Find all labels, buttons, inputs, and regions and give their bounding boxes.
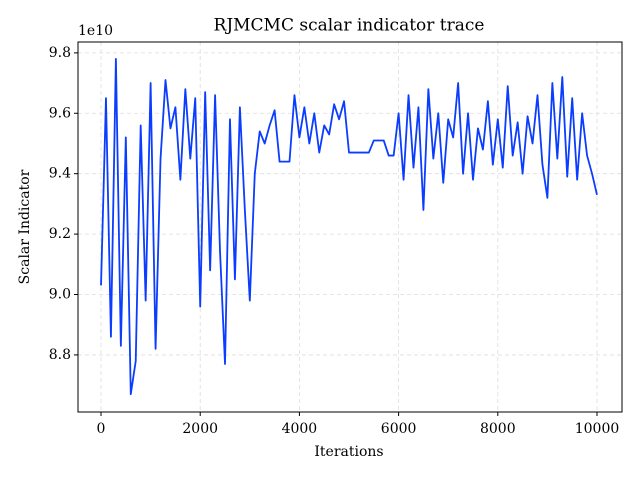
offset-label: 1e10 <box>78 23 113 39</box>
y-tick-label: 9.8 <box>49 45 71 61</box>
y-tick-label: 9.6 <box>49 105 71 121</box>
trace-line <box>100 58 598 396</box>
x-tick-label: 10000 <box>575 421 620 437</box>
y-tick-label: 9.4 <box>49 166 71 182</box>
x-tick-label: 4000 <box>282 421 318 437</box>
x-tick-label: 8000 <box>480 421 516 437</box>
x-tick-label: 0 <box>97 421 106 437</box>
y-tick-label: 9.2 <box>49 226 71 242</box>
plot-frame <box>77 41 623 413</box>
chart-title: RJMCMC scalar indicator trace <box>214 16 485 36</box>
x-tick-label: 2000 <box>182 421 218 437</box>
y-tick-label: 8.8 <box>49 347 71 363</box>
y-tick-label: 9.0 <box>49 287 71 303</box>
y-axis-label: Scalar Indicator <box>17 169 33 284</box>
x-axis-label: Iterations <box>314 444 383 460</box>
x-tick-label: 6000 <box>381 421 417 437</box>
